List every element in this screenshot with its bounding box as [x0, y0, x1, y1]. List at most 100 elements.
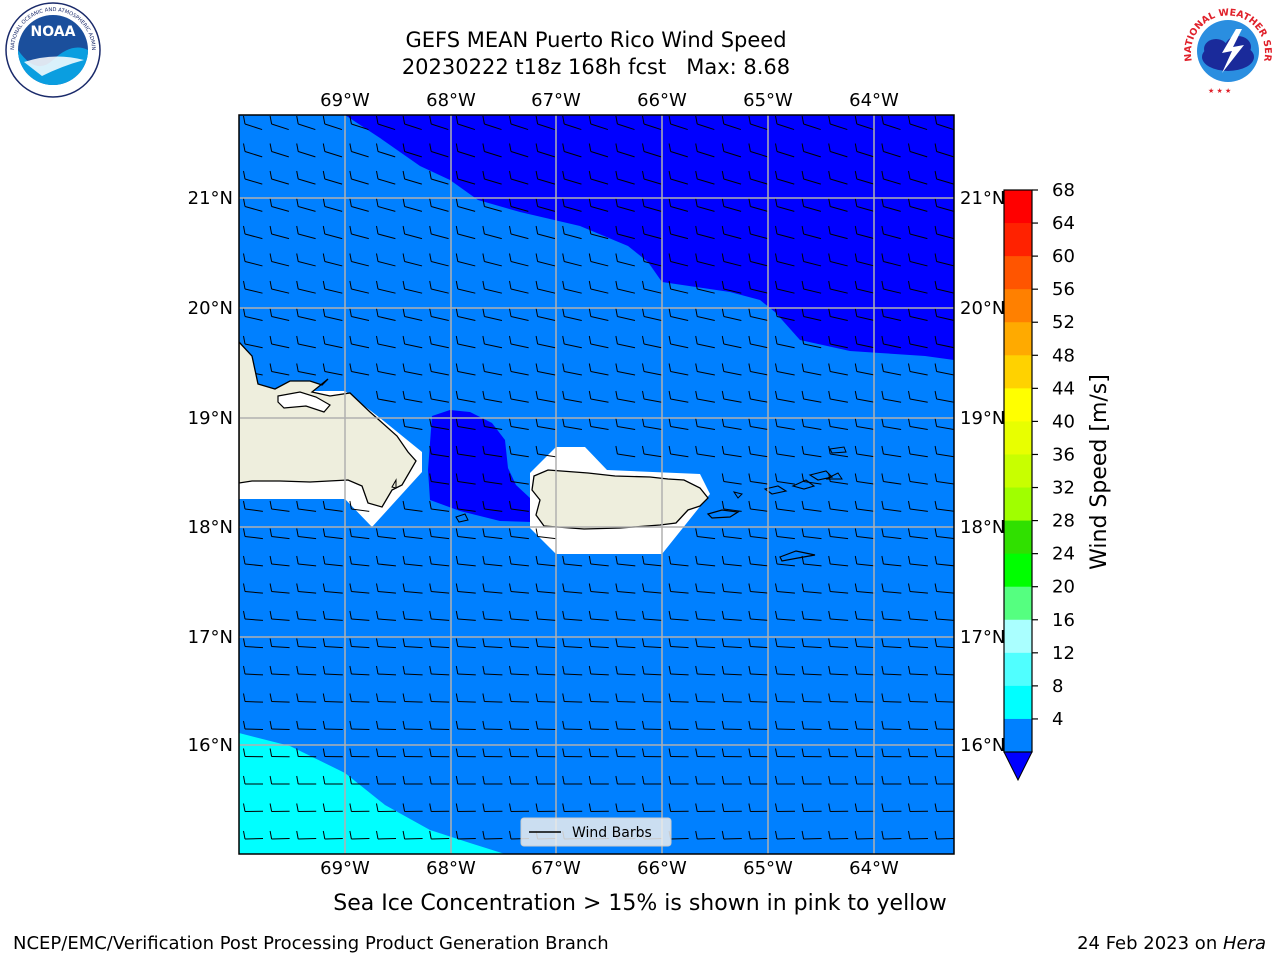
wind-barb-shaft	[271, 618, 290, 621]
wind-barb-flag	[748, 693, 751, 702]
wind-barb-shaft	[431, 701, 450, 703]
wind-barb-shaft	[298, 371, 316, 376]
wind-barb-shaft	[484, 123, 502, 131]
wind-barb-shaft	[643, 261, 662, 267]
colorbar-segment	[1004, 520, 1032, 555]
wind-barb-shaft	[723, 673, 742, 676]
wind-barb-flag	[668, 308, 672, 317]
wind-barb-shaft	[431, 536, 450, 540]
wind-barb-flag	[482, 500, 485, 510]
wind-barb-flag	[349, 225, 352, 235]
wind-barb-shaft	[617, 261, 635, 267]
wind-barb-shaft	[377, 316, 396, 321]
wind-barb-flag	[881, 115, 884, 125]
wind-barb-flag	[455, 500, 459, 510]
lon-label-bottom: 66°W	[637, 858, 687, 879]
wind-barb-flag	[695, 170, 698, 180]
wind-barb-flag	[695, 253, 698, 262]
wind-barb-flag	[429, 555, 432, 565]
wind-barb-shaft	[776, 233, 795, 240]
wind-barb-shaft	[723, 591, 742, 594]
wind-barb-flag	[721, 445, 725, 455]
wind-barb-shaft	[298, 646, 317, 649]
wind-barb-flag	[934, 720, 938, 730]
wind-barb-flag	[402, 170, 406, 180]
wind-barb-flag	[455, 803, 459, 812]
wind-barb-shaft	[643, 701, 663, 703]
wind-barb-flag	[509, 253, 512, 262]
wind-barb-shaft	[351, 563, 370, 567]
colorbar-segment	[1004, 718, 1032, 753]
wind-barb-flag	[775, 748, 778, 757]
wind-barb-shaft	[776, 398, 795, 403]
wind-fill-8-12	[239, 733, 505, 854]
wind-barb-flag	[748, 803, 751, 812]
wind-barb-flag	[828, 335, 831, 345]
wind-barb-flag	[455, 280, 459, 290]
wind-barb-flag	[269, 280, 273, 290]
wind-barb-shaft	[377, 178, 396, 185]
wind-barb-flag	[269, 253, 273, 262]
wind-barb-flag	[908, 308, 911, 317]
wind-barb-shaft	[883, 481, 902, 485]
wind-barb-shaft	[909, 563, 928, 567]
wind-barb-shaft	[457, 508, 476, 512]
wind-barb-shaft	[830, 261, 848, 267]
lat-label-left: 17°N	[188, 627, 233, 648]
wind-barb-shaft	[776, 453, 795, 458]
wind-barb-flag	[934, 665, 938, 675]
wind-barb-flag	[775, 528, 778, 537]
wind-barb-flag	[455, 720, 459, 730]
wind-barb-flag	[296, 500, 299, 510]
wind-barb-flag	[775, 610, 778, 620]
wind-barb-flag	[509, 418, 512, 427]
wind-barb-flag	[881, 143, 884, 152]
island-tortola	[808, 470, 834, 481]
wind-barb-flag	[588, 115, 592, 125]
wind-barb-flag	[269, 143, 273, 152]
wind-barb-shaft	[909, 398, 928, 403]
wind-barb-shaft	[351, 646, 370, 649]
wind-barb-shaft	[830, 206, 848, 212]
wind-barb-flag	[296, 308, 299, 317]
wind-barb-shaft	[697, 618, 716, 621]
wind-barb-flag	[402, 775, 406, 785]
wind-barb-flag	[588, 583, 592, 592]
wind-barb-flag	[562, 363, 565, 372]
wind-barb-shaft	[404, 398, 423, 403]
wind-barb-flag	[482, 445, 485, 455]
wind-barb-flag	[296, 143, 299, 152]
wind-barb-flag	[908, 253, 911, 262]
wind-barb-shaft	[776, 563, 795, 567]
wind-barb-shaft	[883, 701, 902, 703]
wind-barb-flag	[509, 610, 512, 620]
wind-barb-flag	[642, 748, 645, 757]
wind-barb-shaft	[377, 563, 396, 567]
wind-barb-shaft	[404, 316, 423, 321]
colorbar-tick-label: 44	[1052, 378, 1075, 399]
wind-barb-shaft	[936, 371, 954, 376]
wind-barb-flag	[615, 363, 618, 372]
wind-barb-flag	[376, 610, 379, 620]
wind-barb-flag	[243, 555, 246, 565]
wind-barb-flag	[775, 638, 778, 647]
wind-barb-flag	[695, 363, 698, 372]
wind-barb-flag	[269, 775, 273, 785]
wind-barb-shaft	[776, 343, 795, 349]
wind-barb-shaft	[537, 316, 556, 321]
wind-barb-shaft	[271, 343, 290, 349]
wind-barb-flag	[908, 638, 911, 647]
wind-barb-flag	[908, 610, 911, 620]
wind-barb-shaft	[856, 536, 875, 540]
wind-barb-flag	[588, 308, 592, 317]
wind-barb-flag	[695, 528, 698, 537]
wind-barb-flag	[455, 583, 459, 592]
wind-barb-flag	[854, 748, 858, 757]
wind-barb-shaft	[271, 591, 290, 594]
wind-barb-shaft	[643, 178, 662, 185]
wind-barb-flag	[509, 500, 512, 510]
wind-barb-flag	[376, 170, 379, 180]
wind-barb-shaft	[537, 233, 556, 240]
wind-barb-shaft	[431, 288, 449, 294]
wind-barb-shaft	[271, 178, 290, 185]
